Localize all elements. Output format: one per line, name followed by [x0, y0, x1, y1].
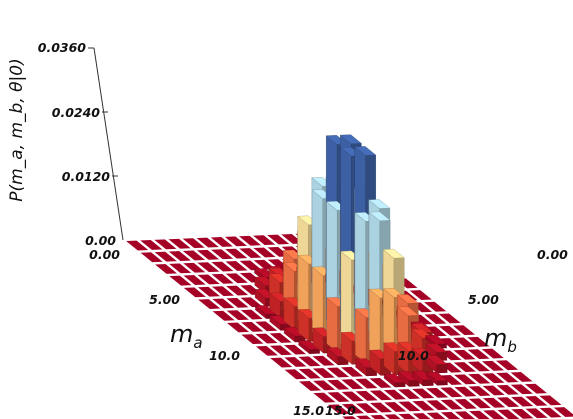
bar-face-front	[394, 382, 406, 388]
floor-grid-line-a-15	[338, 404, 565, 417]
a-tick-3: 15.0	[293, 403, 324, 418]
bar-face-top	[354, 146, 377, 156]
bar-face-top	[425, 343, 448, 353]
bar-face-top	[396, 294, 419, 304]
floor-grid-line-a-14	[324, 393, 551, 405]
bar-face-top	[368, 211, 391, 221]
z-tick-3: 0.00	[85, 233, 116, 248]
bar-11-10	[425, 355, 448, 374]
a-tick-1: 5.00	[149, 292, 180, 307]
bars-group	[254, 134, 448, 388]
y-axis-label: mb	[484, 324, 517, 356]
bar-face-left	[355, 308, 367, 364]
bar-face-front	[309, 348, 320, 354]
b-tick-1: 5.00	[468, 292, 499, 307]
z-axis	[88, 47, 124, 241]
bar-9-3	[298, 340, 321, 354]
a-tick-0: 0.00	[89, 247, 120, 262]
bar-face-top	[425, 355, 448, 365]
bar-face-top	[368, 199, 391, 209]
b-tick-3: 15.0	[325, 403, 356, 418]
a-tick-2: 10.0	[209, 348, 240, 363]
z-tick-2: 0.0120	[62, 169, 111, 184]
bar-face-left	[326, 297, 338, 353]
z-axis-label: P(m_a, m_b, θ|0)	[7, 58, 27, 201]
z-axis-line	[93, 47, 124, 241]
bar-face-top	[339, 134, 362, 144]
bar-face-top	[382, 248, 405, 259]
z-tick-1: 0.0240	[52, 105, 101, 120]
bar-face-top	[425, 334, 447, 345]
bar-face-top	[397, 306, 420, 316]
b-tick-2: 10.0	[398, 348, 429, 363]
bar-face-front	[436, 364, 448, 373]
x-axis-label: ma	[170, 320, 203, 352]
bar-12-9	[426, 371, 448, 386]
floor-grid-line-a-13	[310, 381, 536, 394]
b-tick-0: 0.00	[537, 247, 568, 262]
bar-12-6	[383, 373, 406, 388]
bar-face-top	[426, 371, 448, 382]
z-tick-0: 0.0360	[38, 40, 87, 55]
bar-face-front	[436, 380, 448, 386]
